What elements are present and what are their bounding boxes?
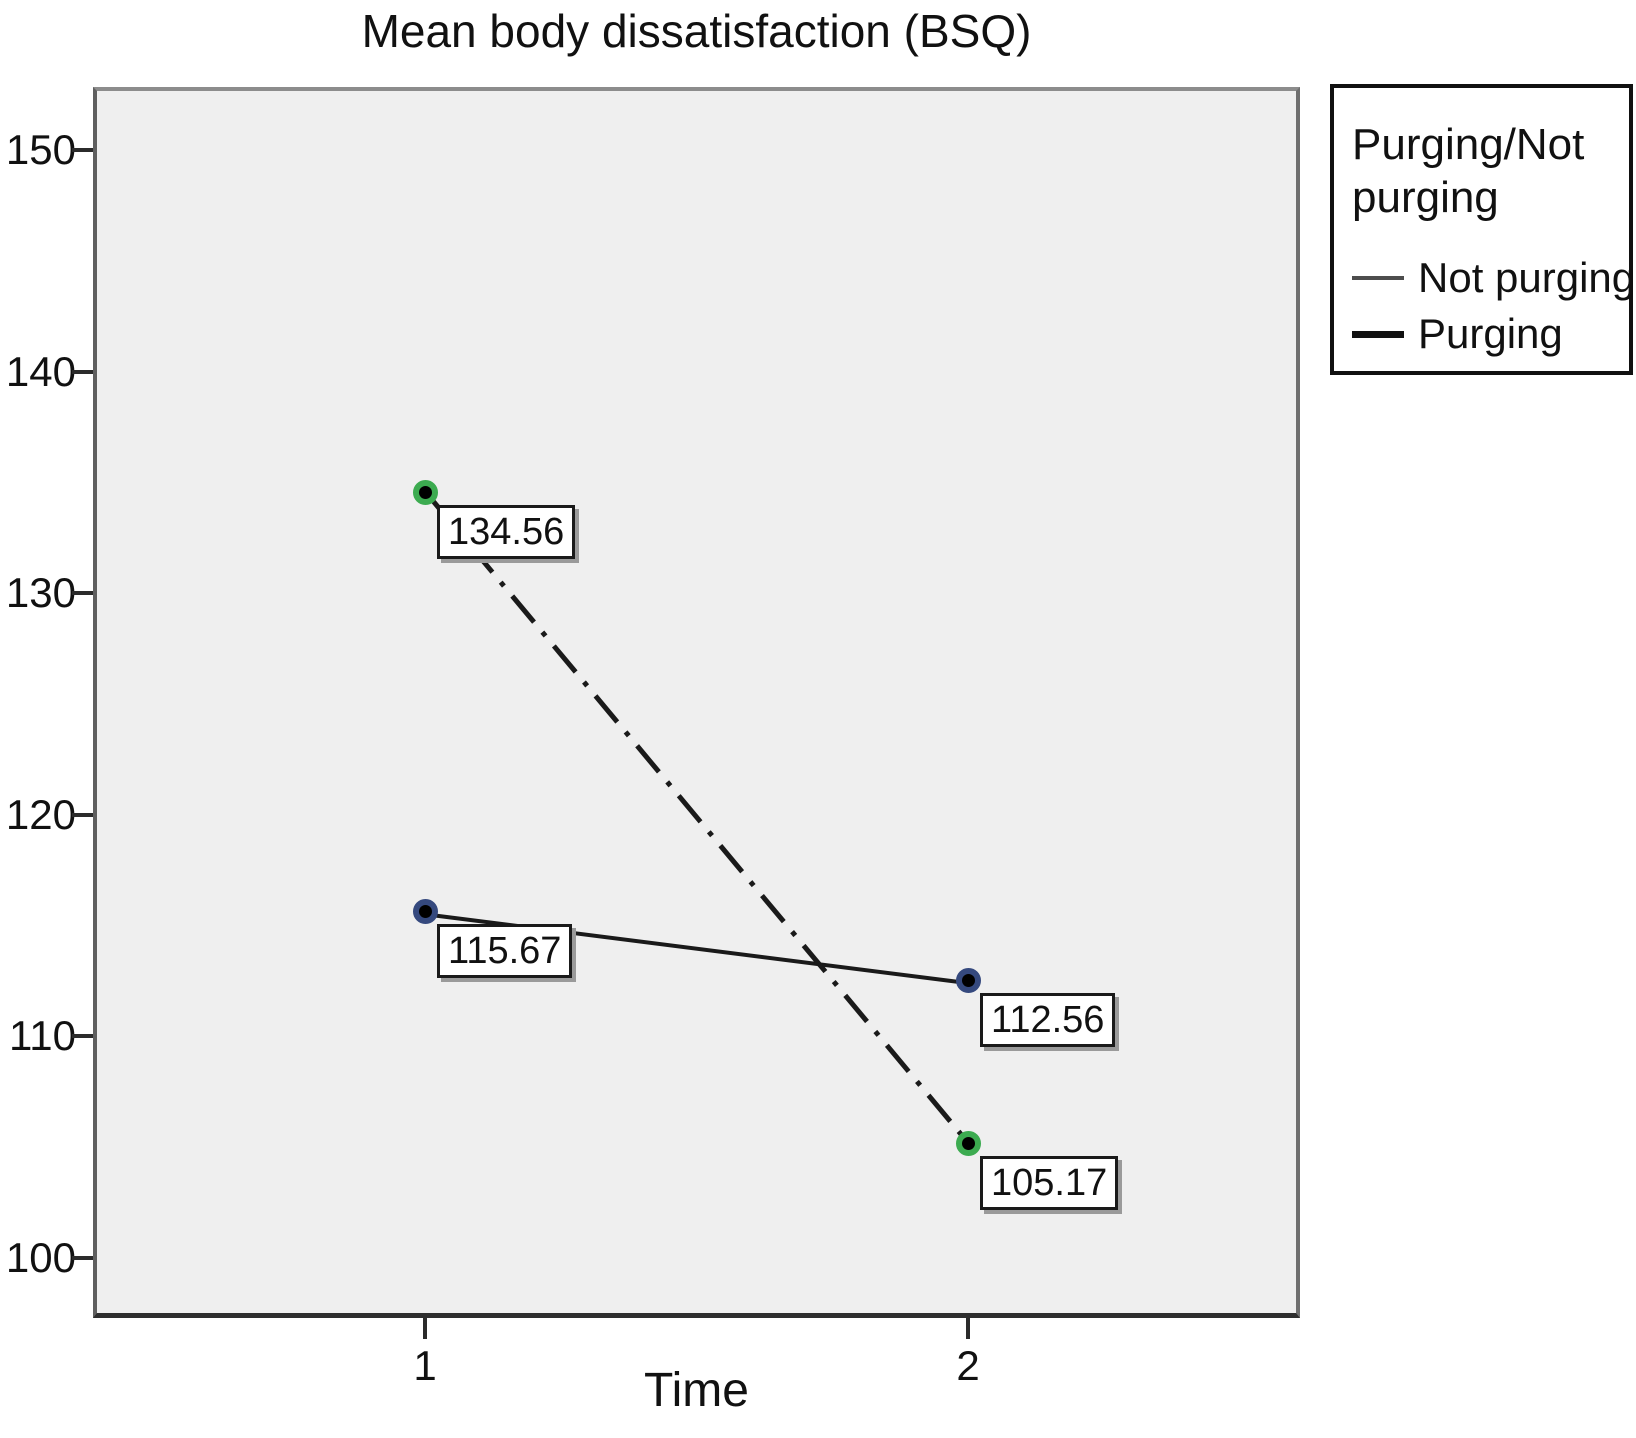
purging-line-swatch-icon — [1352, 330, 1404, 338]
chart-title: Mean body dissatisfaction (BSQ) — [361, 5, 1032, 57]
x-axis-title: Time — [644, 1364, 749, 1417]
y-tick-label: 110 — [9, 1012, 76, 1060]
y-tick-mark — [72, 1256, 93, 1260]
y-tick-mark — [72, 812, 93, 817]
point-label: 134.56 — [437, 505, 576, 560]
legend: Purging/Not purging Not purging Purging — [1330, 84, 1635, 375]
y-tick-mark — [72, 369, 93, 374]
legend-item-not-purging: Not purging — [1352, 250, 1635, 306]
y-tick-label: 120 — [5, 790, 76, 838]
not-purging-line-swatch-icon — [1352, 276, 1404, 280]
plot-area — [93, 87, 1300, 1318]
y-tick-label: 140 — [5, 347, 76, 395]
x-tick-label: 2 — [956, 1342, 980, 1389]
point-label: 112.56 — [980, 992, 1116, 1047]
y-tick-mark — [72, 1034, 93, 1039]
y-tick-label: 100 — [5, 1234, 76, 1281]
x-tick-label: 1 — [413, 1342, 437, 1389]
series-line-purging — [427, 494, 974, 1150]
series-lines-svg — [427, 494, 974, 1150]
x-tick-mark — [966, 1318, 970, 1339]
y-tick-label: 130 — [5, 569, 76, 617]
legend-item-purging: Purging — [1352, 306, 1611, 362]
y-tick-label: 150 — [5, 126, 76, 173]
data-point-marker — [956, 967, 981, 993]
legend-title: Purging/Not purging — [1352, 120, 1585, 222]
point-label: 115.67 — [437, 923, 573, 978]
x-tick-mark — [423, 1318, 427, 1339]
data-point-marker — [413, 480, 438, 506]
point-label: 105.17 — [980, 1156, 1119, 1211]
legend-item-label: Not purging — [1418, 254, 1636, 301]
legend-item-label: Purging — [1418, 310, 1563, 357]
y-tick-mark — [72, 591, 93, 596]
data-point-marker — [956, 1131, 981, 1157]
data-point-marker — [413, 898, 438, 924]
y-tick-mark — [72, 148, 93, 152]
